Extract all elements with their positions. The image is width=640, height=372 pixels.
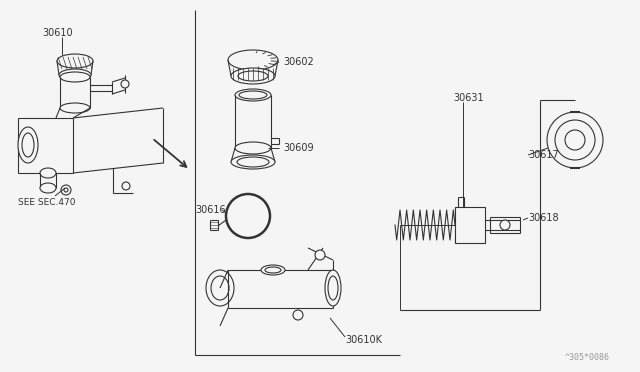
Circle shape	[555, 120, 595, 160]
Ellipse shape	[237, 157, 269, 167]
Text: 30617: 30617	[528, 150, 559, 160]
Bar	[455, 207, 485, 243]
Ellipse shape	[228, 50, 278, 70]
Circle shape	[122, 182, 130, 190]
Text: 30631: 30631	[453, 93, 484, 103]
Ellipse shape	[40, 168, 56, 178]
Ellipse shape	[40, 183, 56, 193]
Ellipse shape	[57, 54, 93, 68]
Text: 30616: 30616	[195, 205, 226, 215]
Ellipse shape	[261, 265, 285, 275]
Ellipse shape	[239, 91, 267, 99]
Ellipse shape	[211, 276, 229, 300]
Ellipse shape	[59, 69, 91, 81]
Circle shape	[565, 130, 585, 150]
Ellipse shape	[238, 71, 268, 81]
Text: 30610K: 30610K	[345, 335, 382, 345]
Ellipse shape	[231, 68, 275, 84]
Ellipse shape	[60, 103, 90, 113]
Circle shape	[500, 220, 510, 230]
Text: 30618: 30618	[528, 213, 559, 223]
Ellipse shape	[265, 267, 281, 273]
Ellipse shape	[328, 276, 338, 300]
Ellipse shape	[231, 155, 275, 169]
Ellipse shape	[235, 89, 271, 101]
Ellipse shape	[235, 142, 271, 154]
Circle shape	[315, 250, 325, 260]
Text: ^305*0086: ^305*0086	[565, 353, 610, 362]
Circle shape	[64, 188, 68, 192]
Ellipse shape	[206, 270, 234, 306]
Text: 30602: 30602	[283, 57, 314, 67]
Circle shape	[293, 310, 303, 320]
Text: 30610: 30610	[42, 28, 72, 38]
Ellipse shape	[18, 127, 38, 163]
Ellipse shape	[22, 133, 34, 157]
Circle shape	[121, 80, 129, 88]
Ellipse shape	[60, 72, 90, 82]
Text: 30609: 30609	[283, 143, 314, 153]
Ellipse shape	[325, 270, 341, 306]
Circle shape	[547, 112, 603, 168]
Circle shape	[61, 185, 71, 195]
Text: SEE SEC.470: SEE SEC.470	[18, 198, 76, 206]
